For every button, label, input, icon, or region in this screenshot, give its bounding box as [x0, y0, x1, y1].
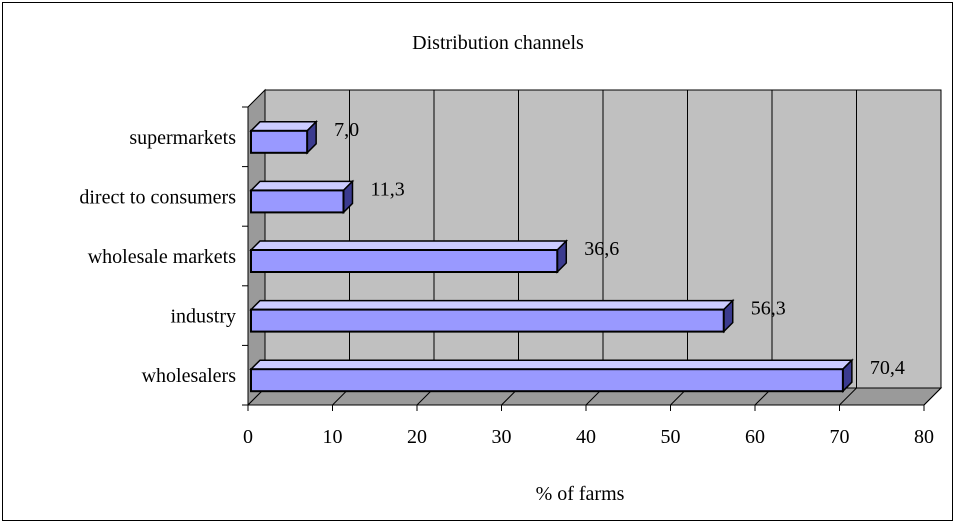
bar [250, 189, 345, 214]
bar [250, 249, 559, 273]
chart-title: Distribution channels [412, 32, 584, 54]
bar-top [249, 240, 569, 251]
x-tick-label: 50 [661, 426, 681, 448]
floor-gridline [839, 387, 857, 406]
x-tick-label: 10 [323, 426, 343, 448]
y-category-label: supermarkets [129, 127, 236, 149]
x-tick-label: 70 [830, 426, 850, 448]
floor-gridline [923, 387, 942, 406]
y-category-label: industry [170, 306, 236, 328]
data-label: 70,4 [870, 357, 905, 379]
bar [250, 308, 725, 333]
x-tick-label: 20 [407, 426, 427, 448]
data-label: 56,3 [751, 298, 786, 320]
y-category-label: wholesalers [142, 365, 237, 387]
bar-top [249, 121, 318, 132]
data-label: 11,3 [370, 178, 404, 200]
data-label: 7,0 [334, 119, 359, 141]
bar [250, 368, 844, 393]
x-axis-label: % of farms [536, 483, 625, 505]
x-tick-label: 80 [914, 426, 934, 448]
bar-top [249, 299, 735, 311]
plot-area: 0 10 20 30 40 50 60 70 80 supermarkets 7,0 direct t… [79, 88, 943, 448]
x-tick-label: 60 [745, 426, 765, 448]
y-category-label: wholesale markets [88, 246, 236, 268]
bar-top [249, 359, 854, 370]
x-tick-label: 30 [492, 426, 512, 448]
data-label: 36,6 [584, 238, 619, 260]
x-tick-label: 0 [243, 426, 253, 448]
y-category-label: direct to consumers [79, 186, 236, 208]
bar-top [249, 180, 355, 192]
bar [250, 129, 309, 154]
x-tick-label: 40 [576, 426, 596, 448]
